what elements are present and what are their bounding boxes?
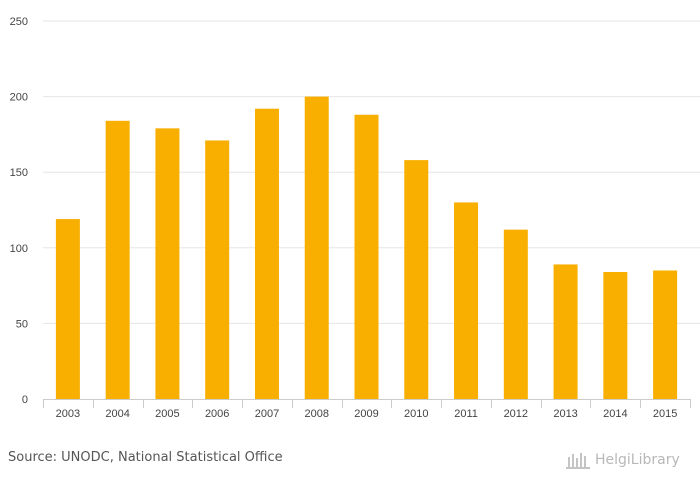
bar-2004 (105, 120, 130, 400)
x-tick-label: 2009 (354, 408, 378, 420)
bar-2008 (304, 96, 329, 399)
x-tick-label: 2011 (454, 408, 478, 420)
y-tick-label: 150 (10, 167, 28, 179)
bar-chart: 0 50 100 150 200 250 2003 2004 2005 2006 2007 2008… (10, 16, 700, 420)
bar-2015 (653, 270, 678, 399)
x-tick-label: 2003 (56, 408, 80, 420)
bar-2013 (553, 264, 578, 399)
x-tick-label: 2010 (404, 408, 428, 420)
x-tick-label: 2012 (504, 408, 528, 420)
y-tick-label: 50 (16, 318, 28, 330)
bar-2010 (404, 160, 429, 399)
x-axis (43, 399, 691, 408)
brand-watermark: HelgiLibrary (566, 450, 680, 470)
bar-2009 (354, 114, 379, 399)
library-logo-icon (566, 453, 590, 469)
x-tick-label: 2007 (255, 408, 279, 420)
y-tick-label: 200 (10, 92, 28, 104)
y-tick-label: 100 (10, 243, 28, 255)
x-tick-label: 2015 (653, 408, 677, 420)
bar-2012 (503, 229, 528, 399)
bar-2011 (454, 202, 479, 399)
y-axis-tick-labels: 0 50 100 150 200 250 (10, 16, 28, 406)
x-tick-label: 2004 (105, 408, 129, 420)
brand-name: HelgiLibrary (595, 452, 680, 468)
bar-2006 (205, 140, 230, 399)
x-tick-label: 2008 (304, 408, 328, 420)
x-tick-label: 2005 (155, 408, 179, 420)
bar-2005 (155, 128, 180, 400)
bar-2003 (55, 219, 80, 399)
bar-2007 (254, 108, 279, 400)
x-axis-tick-labels: 2003 2004 2005 2006 2007 2008 2009 2010 2011 2012… (56, 408, 678, 420)
bars (55, 96, 678, 400)
x-tick-label: 2014 (603, 408, 627, 420)
bar-2014 (603, 271, 628, 399)
y-tick-label: 250 (10, 16, 28, 28)
source-note: Source: UNODC, National Statistical Offi… (8, 450, 283, 465)
x-tick-label: 2006 (205, 408, 229, 420)
y-tick-label: 0 (22, 394, 28, 406)
x-tick-label: 2013 (553, 408, 577, 420)
